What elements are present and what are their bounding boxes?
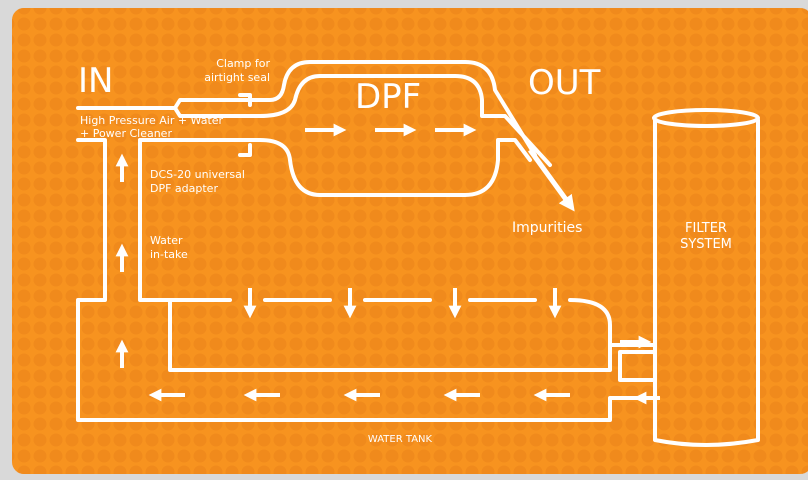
out-label: OUT [528, 63, 601, 103]
in-label: IN [78, 61, 113, 101]
adapter-label: DCS-20 universal [150, 168, 245, 181]
intake-label: in-take [150, 248, 188, 261]
input-label: High Pressure Air + Water [80, 114, 224, 127]
adapter-label: DPF adapter [150, 182, 218, 195]
clamp-label: Clamp for [216, 57, 270, 70]
tank-label: WATER TANK [368, 434, 433, 445]
intake-label: Water [150, 234, 183, 247]
clamp-label: airtight seal [204, 71, 270, 84]
filter-label: SYSTEM [680, 237, 732, 252]
input-label: + Power Cleaner [80, 127, 172, 140]
dpf-label: DPF [355, 77, 421, 117]
impurities-label: Impurities [512, 220, 582, 236]
arrows [115, 123, 660, 405]
pipes [76, 60, 760, 447]
filter-label: FILTER [685, 221, 727, 236]
